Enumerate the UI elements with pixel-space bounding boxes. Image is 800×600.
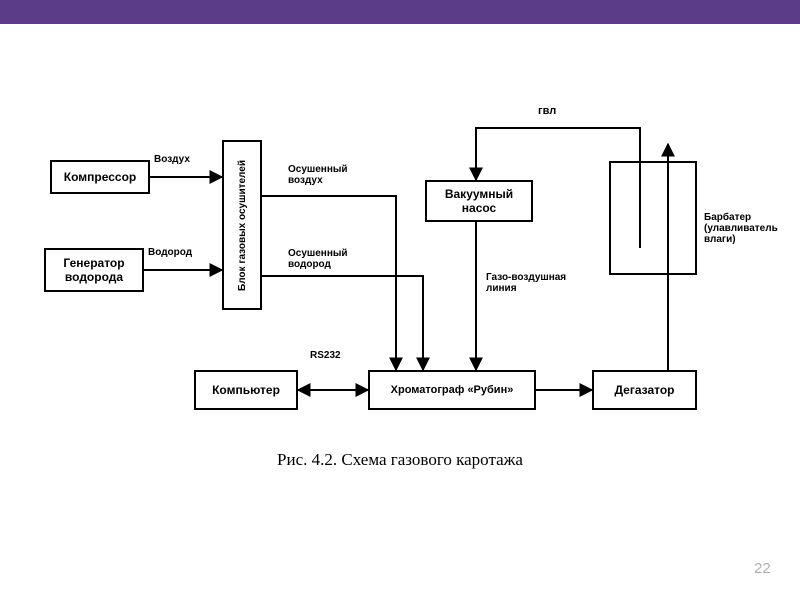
node-dryer-block: Блок газовых осушителей [222, 140, 262, 310]
svg-text:Водород: Водород [148, 247, 193, 258]
node-compressor: Компрессор [50, 160, 150, 194]
node-label: Генератор водорода [63, 256, 124, 284]
node-label: Компрессор [64, 170, 136, 184]
svg-text:Осушенныйводород: Осушенныйводород [288, 248, 348, 270]
node-degasser: Дегазатор [592, 370, 697, 410]
svg-text:Воздух: Воздух [154, 154, 190, 165]
node-chromatograph: Хроматограф «Рубин» [368, 370, 536, 410]
node-vacuum-pump: Вакуумный насос [425, 180, 533, 222]
node-computer: Компьютер [194, 370, 298, 410]
svg-text:Осушенныйвоздух: Осушенныйвоздух [288, 164, 348, 186]
svg-text:гвл: гвл [538, 105, 556, 117]
node-label: Хроматограф «Рубин» [391, 384, 514, 396]
barbater-label: Барбатер (улавливатель влаги) [704, 212, 778, 245]
node-hydrogen-gen: Генератор водорода [44, 248, 144, 292]
svg-text:Газо-воздушнаялиния: Газо-воздушнаялиния [486, 272, 566, 294]
figure-caption: Рис. 4.2. Схема газового каротажа [0, 450, 800, 470]
node-label: Вакуумный насос [445, 187, 513, 215]
node-label: Блок газовых осушителей [237, 160, 248, 291]
page-number: 22 [754, 560, 771, 577]
svg-text:RS232: RS232 [310, 350, 341, 361]
node-label: Дегазатор [614, 383, 674, 397]
node-label: Компьютер [212, 383, 280, 397]
edges-layer: Воздух Водород Осушенныйвоздух Осушенныйвод… [0, 0, 800, 600]
